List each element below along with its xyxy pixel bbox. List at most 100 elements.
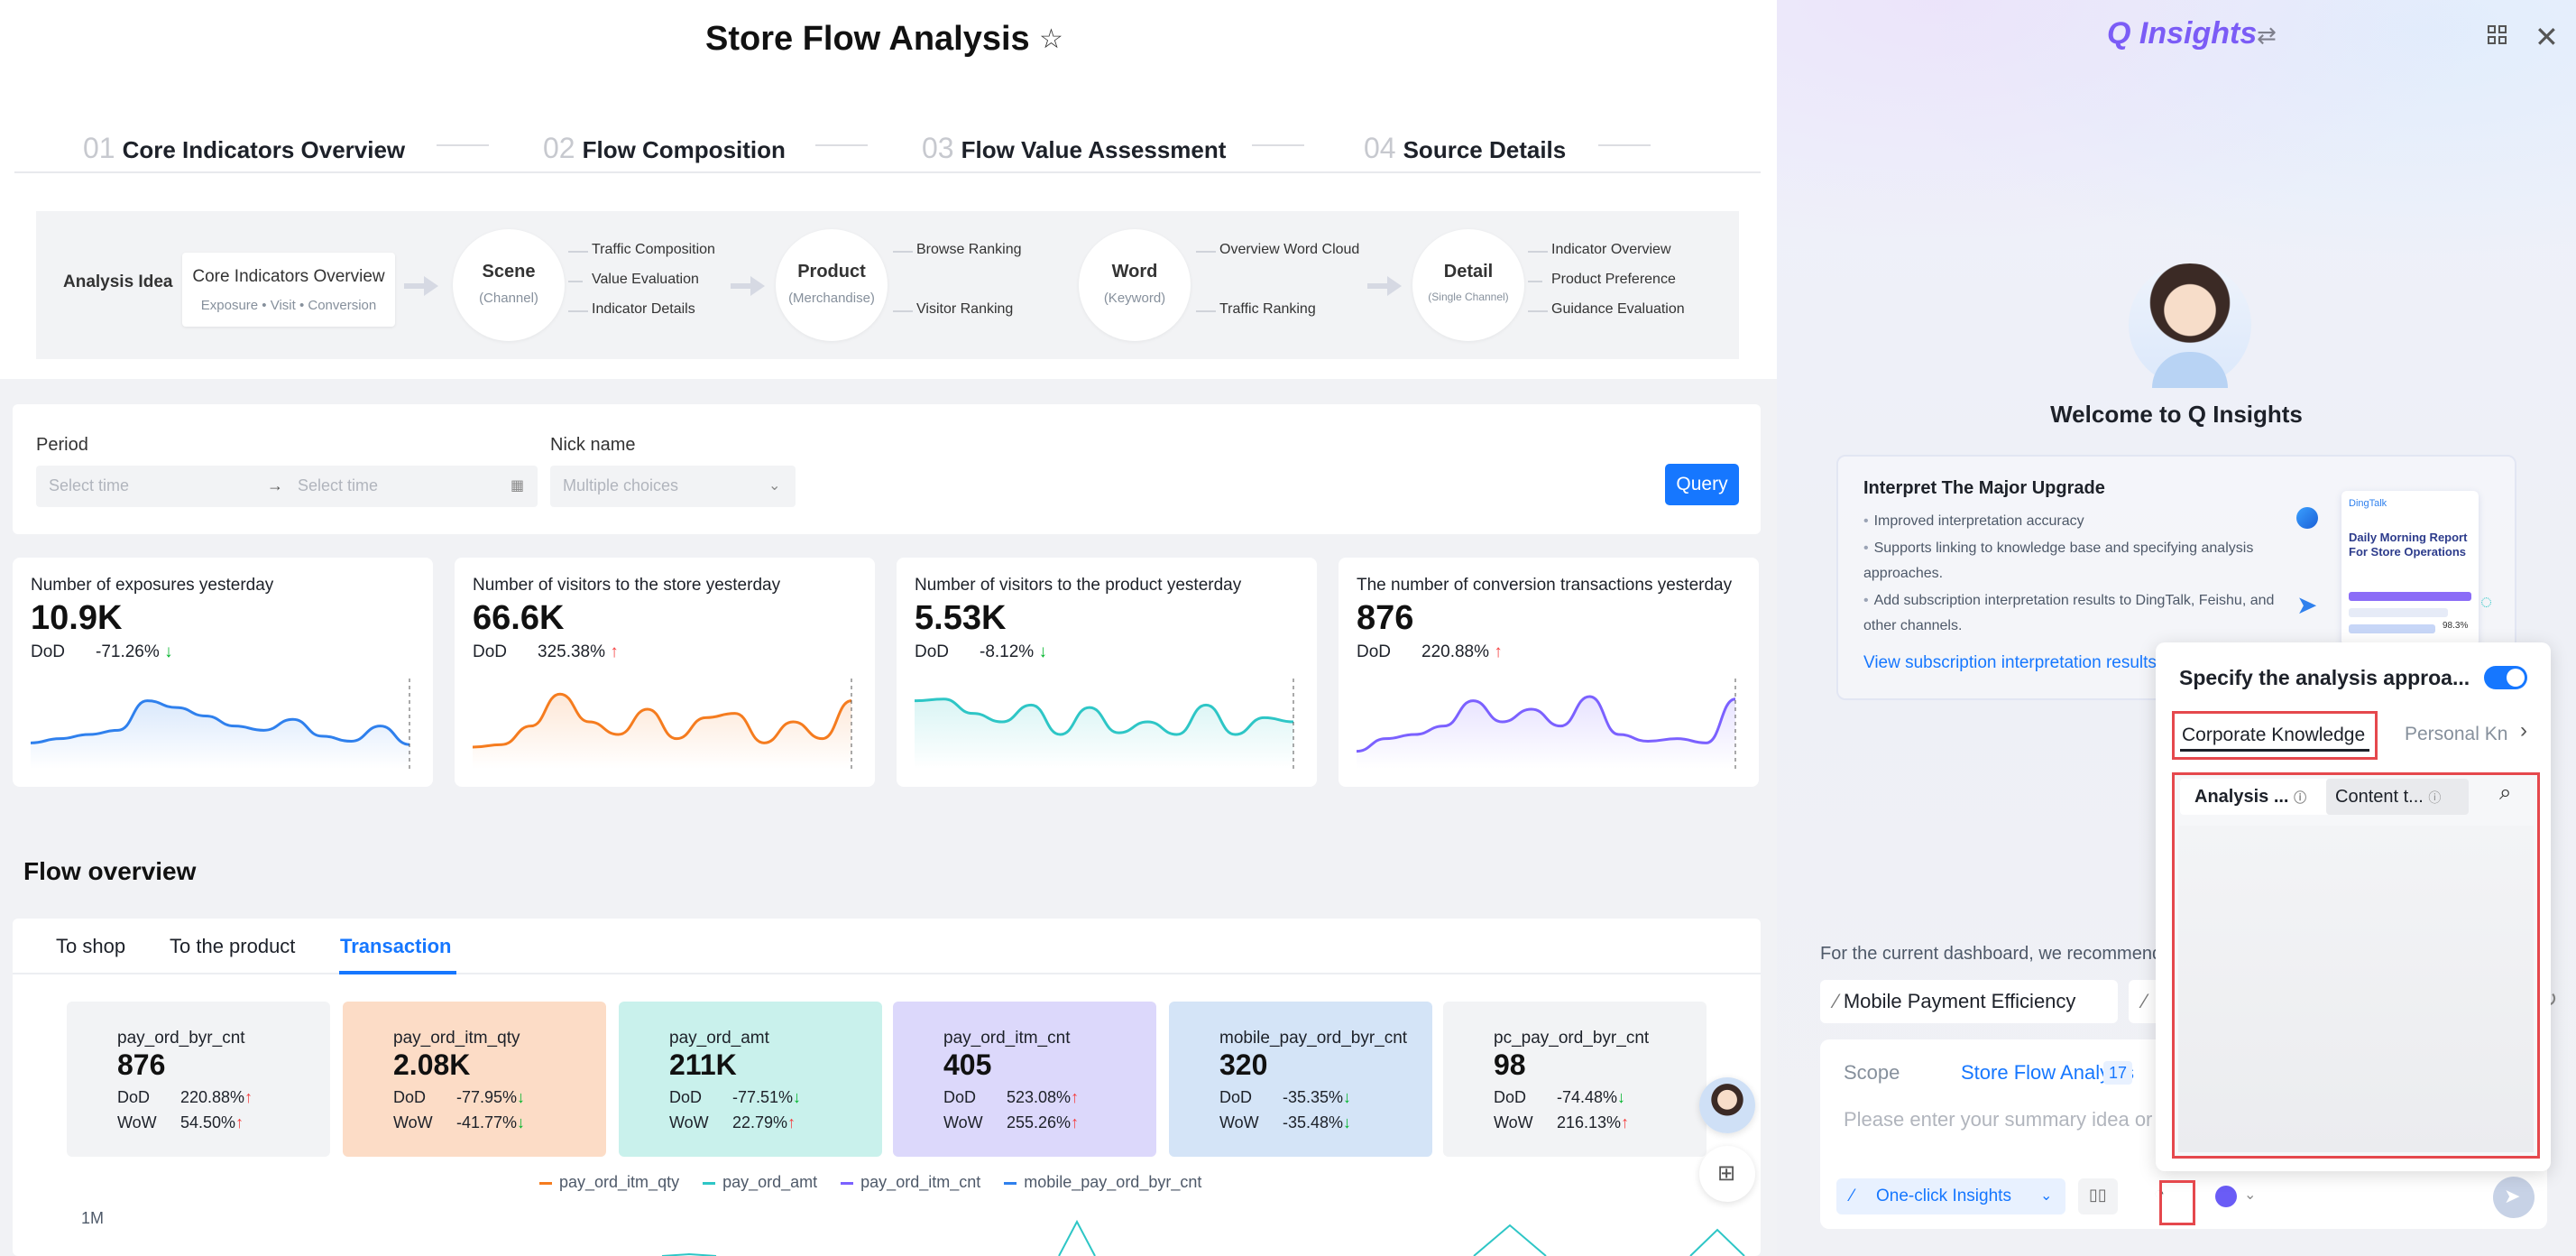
calendar-icon: ▦ <box>511 478 525 494</box>
knowledge-icon[interactable]: ◔ <box>2143 1178 2183 1214</box>
star-icon[interactable]: ☆ <box>1039 24 1063 54</box>
metric-dod-value: -77.95%↓ <box>456 1088 526 1106</box>
arrow-icon <box>404 276 440 296</box>
sparkline-line <box>472 692 852 749</box>
arrow-up-icon: ↑ <box>1071 1113 1080 1131</box>
kpi-title: Number of visitors to the product yester… <box>915 576 1242 595</box>
apps-grid-button[interactable]: ⊞ <box>1699 1146 1755 1202</box>
legend-item[interactable]: pay_ord_amt <box>703 1173 817 1191</box>
swap-icon[interactable]: ⇄ <box>2257 22 2277 49</box>
metric-card[interactable]: pay_ord_itm_cnt 405 DoD 523.08%↑ WoW 255.26%↑ <box>893 1002 1156 1157</box>
chevron-down-icon: ⌄ <box>2244 1187 2257 1203</box>
tab-personal-knowledge[interactable]: Personal Kn <box>2405 724 2508 744</box>
dashboard-area: Store Flow Analysis ☆ 01 Core Indicators … <box>0 0 1777 1256</box>
arrow-icon <box>1367 276 1403 296</box>
q-insights-logo: Q Insights <box>2107 16 2258 51</box>
kpi-sparkline <box>1356 679 1736 769</box>
metric-wow-value: 54.50%↑ <box>180 1113 244 1131</box>
assistant-avatar-button[interactable] <box>1699 1077 1755 1133</box>
legend-item[interactable]: mobile_pay_ord_byr_cnt <box>1004 1173 1201 1191</box>
sparkline-line <box>914 697 1294 736</box>
arrow-right-icon: → <box>267 476 283 494</box>
kpi-card: Number of visitors to the store yesterda… <box>455 558 875 787</box>
arrow-up-icon: ↑ <box>1621 1113 1630 1131</box>
arrow-down-icon: ↓ <box>1343 1113 1352 1131</box>
product-node: Product (Merchandise) <box>776 229 888 341</box>
query-button[interactable]: Query <box>1665 464 1739 505</box>
knowledge-list: Analysis ... ⓘ Content t... ⓘ ⌕ <box>2172 772 2540 1159</box>
step-2[interactable]: 02 Flow Composition <box>543 132 786 164</box>
metric-wow-value: 216.13%↑ <box>1557 1113 1630 1131</box>
arrow-down-icon: ↓ <box>517 1113 526 1131</box>
segment-analysis[interactable]: Analysis ... ⓘ <box>2180 779 2330 815</box>
info-icon: ⓘ <box>2428 790 2442 805</box>
metric-dod-value: -74.48%↓ <box>1557 1088 1626 1106</box>
tab-to-the-product[interactable]: To the product <box>170 935 296 957</box>
legend-item[interactable]: pay_ord_itm_qty <box>539 1173 679 1191</box>
metric-wow-label: WoW <box>393 1113 433 1131</box>
arrow-icon <box>731 276 767 296</box>
legend-item[interactable]: pay_ord_itm_cnt <box>841 1173 980 1191</box>
step-1[interactable]: 01 Core Indicators Overview <box>83 132 406 164</box>
metric-name: pay_ord_itm_cnt <box>943 1029 1071 1048</box>
book-icon[interactable]: ▯▯ <box>2078 1178 2118 1214</box>
scope-label: Scope <box>1844 1061 1900 1084</box>
metric-name: mobile_pay_ord_byr_cnt <box>1219 1029 1408 1048</box>
send-button[interactable]: ➤ <box>2493 1177 2535 1218</box>
metric-dod-label: DoD <box>943 1088 977 1106</box>
kpi-dod-value: -8.12% ↓ <box>980 642 1047 661</box>
suggestion-chip[interactable]: ⁄ Mobile Payment Efficiency <box>1820 980 2118 1023</box>
kpi-dod-value: 325.38% ↑ <box>538 642 619 661</box>
recommend-text: For the current dashboard, we recommend <box>1820 944 2163 964</box>
period-label: Period <box>36 435 88 455</box>
metric-card[interactable]: pay_ord_itm_qty 2.08K DoD -77.95%↓ WoW -41.77… <box>343 1002 606 1157</box>
chevron-right-icon[interactable]: › <box>2520 718 2527 743</box>
arrow-up-icon: ↑ <box>610 642 619 661</box>
metric-name: pc_pay_ord_byr_cnt <box>1494 1029 1650 1048</box>
metric-name: pay_ord_byr_cnt <box>117 1029 245 1048</box>
kpi-value: 5.53K <box>915 599 1007 637</box>
kpi-dod-label: DoD <box>473 642 508 661</box>
model-select[interactable]: ⌄ <box>2208 1178 2268 1214</box>
metric-dod-label: DoD <box>393 1088 427 1106</box>
metric-card[interactable]: pay_ord_amt 211K DoD -77.51%↓ WoW 22.79%↑ <box>619 1002 882 1157</box>
kpi-value: 66.6K <box>473 599 565 637</box>
report-brand: DingTalk <box>2349 498 2387 509</box>
tab-to-shop[interactable]: To shop <box>56 935 126 957</box>
tab-corporate-knowledge[interactable]: Corporate Knowledge <box>2172 711 2378 760</box>
send-bird-icon: ➤ <box>2296 591 2318 619</box>
view-subscription-link[interactable]: View subscription interpretation results <box>1863 653 2157 672</box>
arrow-down-icon: ↓ <box>517 1088 526 1106</box>
period-range-input[interactable]: Select time → Select time ▦ <box>36 466 538 507</box>
active-tab-indicator <box>339 971 456 974</box>
arrow-up-icon: ↑ <box>787 1113 796 1131</box>
metric-value: 211K <box>669 1048 737 1081</box>
metric-dod-label: DoD <box>1494 1088 1527 1106</box>
step-4[interactable]: 04 Source Details <box>1364 132 1567 164</box>
analysis-idea: Analysis Idea Core Indicators Overview E… <box>36 211 1739 359</box>
analysis-approach-popup: Specify the analysis approa... Corporate… <box>2156 642 2551 1171</box>
metric-card[interactable]: pc_pay_ord_byr_cnt 98 DoD -74.48%↓ WoW 216.13… <box>1443 1002 1707 1157</box>
segment-content[interactable]: Content t... ⓘ <box>2326 779 2469 815</box>
tab-transaction[interactable]: Transaction <box>340 935 452 957</box>
arrow-up-icon: ↑ <box>244 1088 253 1106</box>
metric-card[interactable]: pay_ord_byr_cnt 876 DoD 220.88%↑ WoW 54.50%↑ <box>67 1002 330 1157</box>
search-icon[interactable]: ⌕ <box>2499 780 2512 805</box>
welcome-text: Welcome to Q Insights <box>2050 401 2303 428</box>
dingtalk-icon <box>2296 507 2318 529</box>
layout-grid-icon[interactable] <box>2488 25 2507 45</box>
kpi-dod-label: DoD <box>31 642 66 661</box>
nick-name-select[interactable]: Multiple choices ⌄ <box>550 466 796 507</box>
metric-dod-value: 523.08%↑ <box>1007 1088 1080 1106</box>
arrow-up-icon: ↑ <box>1494 642 1503 661</box>
approach-toggle[interactable] <box>2484 666 2527 689</box>
metric-wow-value: 22.79%↑ <box>732 1113 796 1131</box>
close-icon[interactable]: ✕ <box>2535 21 2559 53</box>
step-3[interactable]: 03 Flow Value Assessment <box>922 132 1227 164</box>
metric-card[interactable]: mobile_pay_ord_byr_cnt 320 DoD -35.35%↓ WoW -… <box>1169 1002 1432 1157</box>
one-click-insights-button[interactable]: ⁄ One-click Insights ⌄ <box>1836 1178 2065 1214</box>
scene-node: Scene (Channel) <box>453 229 565 341</box>
chat-input[interactable]: Please enter your summary idea or <box>1844 1108 2153 1131</box>
kpi-sparkline <box>30 679 410 769</box>
metric-value: 98 <box>1494 1048 1526 1081</box>
